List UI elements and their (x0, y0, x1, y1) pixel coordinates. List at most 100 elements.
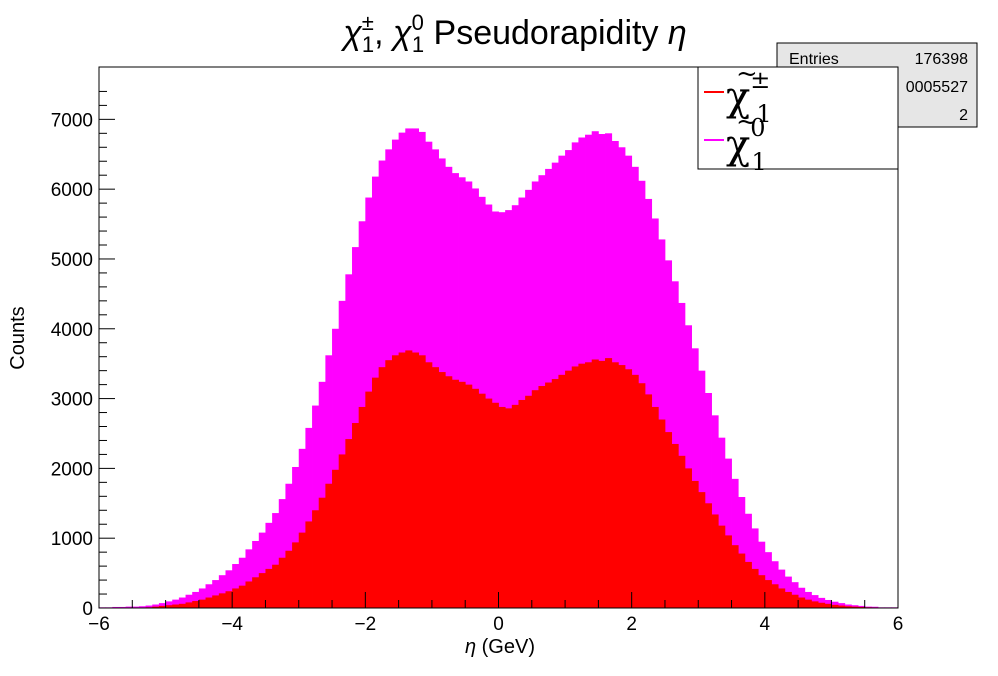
bar-χ±1-76 (605, 358, 613, 608)
bar-χ±1-92 (711, 514, 719, 608)
bar-χ01-32 (312, 405, 320, 608)
bar-χ±1-42 (378, 367, 386, 608)
bar-χ±1-89 (691, 480, 699, 608)
bar-χ±1-8 (152, 606, 160, 608)
bar-χ±1-40 (365, 391, 373, 608)
bar-χ±1-49 (425, 362, 433, 608)
bar-χ01-33 (318, 381, 326, 608)
bar-χ01-12 (178, 597, 186, 608)
y-tick-label: 6000 (51, 180, 93, 201)
bar-χ±1-55 (465, 384, 473, 608)
bar-χ±1-98 (751, 568, 759, 608)
bar-χ±1-14 (192, 601, 200, 608)
x-axis-symbol: η (465, 636, 476, 658)
bar-χ±1-16 (205, 597, 213, 608)
bar-χ±1-47 (411, 352, 419, 608)
bar-χ±1-33 (318, 497, 326, 608)
bar-χ±1-19 (225, 591, 233, 608)
bar-χ±1-44 (391, 355, 400, 608)
bar-χ±1-22 (245, 581, 253, 608)
bar-χ±1-50 (431, 367, 439, 608)
bar-χ±1-90 (698, 492, 706, 608)
bar-χ01-11 (172, 599, 180, 608)
legend-label-1: χ0 1 (726, 114, 767, 176)
bar-χ±1-74 (591, 359, 599, 608)
y-tick-label: 4000 (51, 320, 93, 341)
bar-χ±1-94 (724, 535, 732, 608)
title-part-5: 0 (412, 10, 424, 35)
bar-χ±1-109 (824, 603, 832, 608)
bar-χ01-3 (118, 606, 127, 608)
bar-χ01-34 (325, 355, 333, 608)
stats-row3-value: 2 (959, 107, 968, 124)
legend-label-0: χ± 1 (726, 66, 772, 128)
bar-χ01-90 (698, 370, 706, 608)
bar-χ±1-35 (332, 469, 340, 608)
bar-χ±1-72 (578, 363, 586, 608)
bar-χ±1-11 (172, 604, 180, 608)
bar-χ±1-75 (598, 360, 606, 608)
bar-χ01-14 (192, 591, 200, 608)
bar-χ01-26 (272, 513, 280, 608)
bar-χ±1-82 (644, 394, 653, 608)
bar-χ±1-106 (804, 599, 812, 608)
legend-tilde-1: ~ (736, 107, 758, 137)
bar-χ±1-107 (811, 601, 819, 608)
bar-χ01-95 (731, 478, 739, 608)
bar-χ±1-57 (478, 393, 486, 608)
bar-χ01-91 (704, 392, 712, 608)
bar-χ±1-46 (405, 350, 413, 608)
x-axis: −6 −4 −2 0 2 4 6 (88, 592, 903, 635)
bar-χ±1-45 (398, 352, 406, 608)
title-part-6: 1 (412, 32, 424, 57)
bar-χ±1-73 (585, 362, 593, 608)
stats-entries-value: 176398 (915, 51, 968, 68)
bar-χ01-9 (158, 603, 166, 608)
bar-χ±1-12 (178, 603, 186, 608)
bar-χ01-88 (684, 325, 692, 608)
bar-χ±1-81 (638, 383, 646, 608)
bar-χ±1-86 (671, 443, 679, 608)
bar-χ±1-13 (185, 602, 193, 608)
bar-χ±1-29 (292, 542, 300, 608)
bar-χ01-24 (258, 532, 266, 608)
bar-χ01-99 (758, 541, 766, 608)
title-part-4: χ (390, 14, 413, 52)
x-tick-label: 2 (626, 614, 637, 635)
bar-χ01-27 (278, 499, 286, 608)
bar-χ±1-70 (565, 370, 573, 608)
bar-χ±1-23 (252, 577, 260, 608)
bar-χ01-22 (245, 549, 253, 608)
bar-χ±1-54 (458, 381, 466, 608)
bar-χ01-35 (332, 328, 340, 608)
bar-χ01-25 (265, 522, 273, 608)
bar-χ01-15 (198, 588, 206, 608)
bar-χ01-4 (125, 606, 133, 608)
stats-row2-value: 0005527 (906, 79, 968, 96)
bar-χ01-31 (305, 427, 313, 608)
bar-χ±1-38 (352, 423, 360, 608)
bar-χ01-29 (292, 466, 300, 608)
bar-χ01-2 (112, 606, 120, 608)
y-tick-label: 3000 (51, 390, 93, 411)
bar-χ±1-58 (485, 398, 493, 608)
title-part-3: , (374, 14, 393, 52)
bar-χ01-28 (285, 483, 293, 608)
bar-χ±1-31 (305, 521, 313, 608)
x-tick-label: −6 (88, 614, 110, 635)
y-tick-label: 7000 (51, 110, 93, 131)
bar-χ±1-105 (798, 597, 806, 608)
bar-χ±1-61 (505, 408, 513, 608)
title-part-7: Pseudorapidity (424, 14, 668, 52)
legend: χ± 1~χ0 1~ (697, 59, 899, 176)
bar-χ01-8 (152, 604, 160, 608)
bar-χ±1-51 (438, 372, 446, 608)
x-tick-label: 4 (760, 614, 771, 635)
x-tick-label: 6 (893, 614, 904, 635)
bar-χ01-13 (185, 594, 193, 608)
y-tick-label: 5000 (51, 250, 93, 271)
bar-χ±1-39 (358, 406, 366, 608)
bar-χ±1-103 (784, 591, 792, 608)
bar-χ±1-84 (658, 419, 666, 608)
bar-χ01-5 (132, 606, 140, 608)
